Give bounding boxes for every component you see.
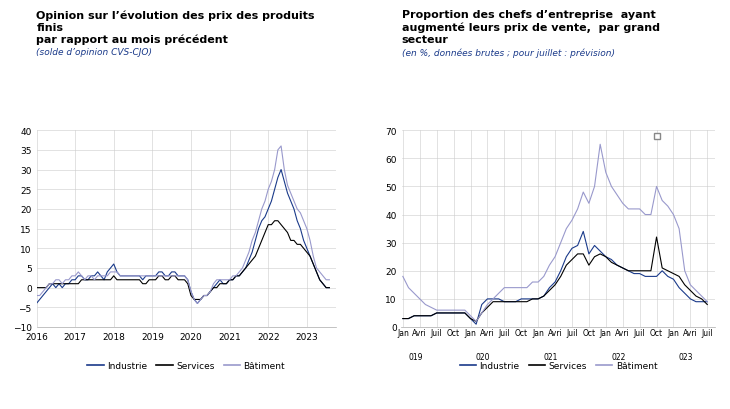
Text: (en %, données brutes ; pour juillet : prévision): (en %, données brutes ; pour juillet : p… [402,48,615,58]
Industrie [680,291,689,296]
Text: (solde d’opinion CVS-CJO): (solde d’opinion CVS-CJO) [36,48,153,57]
Services [283,231,292,236]
Services [274,219,283,224]
Industrie [703,299,712,304]
Industrie [267,199,276,204]
Industrie [517,297,526,301]
Bâtiment [455,308,464,313]
Industrie [247,250,256,255]
Line: Services: Services [403,238,707,321]
Industrie [455,311,464,316]
Industrie [280,180,288,184]
Services [455,311,464,316]
Industrie [579,229,588,234]
Services [680,283,689,288]
Services [264,222,272,227]
Text: secteur: secteur [402,35,448,45]
Text: 023: 023 [679,352,694,361]
Text: finis: finis [36,22,64,32]
Legend: Industrie, Services, Bâtiment: Industrie, Services, Bâtiment [84,357,288,373]
Bâtiment [697,294,706,299]
Industrie [277,168,285,173]
Industrie [399,316,407,321]
Industrie [32,301,41,306]
Services [325,285,334,290]
Services [472,319,480,324]
Industrie [697,299,706,304]
Line: Bâtiment: Bâtiment [403,145,707,321]
Services [32,285,41,290]
Bâtiment [399,274,407,279]
Bâtiment [703,299,712,304]
Line: Industrie: Industrie [36,170,329,303]
Bâtiment [193,301,201,306]
Text: par rapport au mois précédent: par rapport au mois précédent [36,35,228,45]
Bâtiment [264,187,272,192]
Services [251,254,260,259]
Services [432,311,441,316]
Bâtiment [325,278,334,283]
Industrie [264,207,272,212]
Bâtiment [270,168,279,173]
Industrie [472,322,480,327]
Bâtiment [267,180,276,184]
Services [399,316,407,321]
Bâtiment [283,183,292,188]
Legend: Industrie, Services, Bâtiment: Industrie, Services, Bâtiment [456,357,661,373]
Bâtiment [32,293,41,298]
Line: Bâtiment: Bâtiment [36,146,329,303]
Text: 021: 021 [544,352,558,361]
Bâtiment [277,144,285,149]
Bâtiment [596,142,604,147]
Industrie [206,290,215,294]
Industrie [477,302,486,307]
Line: Industrie: Industrie [403,232,707,324]
Bâtiment [251,231,260,236]
Services [697,297,706,301]
Industrie [432,311,441,316]
Services [209,285,218,290]
Services [267,222,276,227]
Bâtiment [209,281,218,286]
Text: 020: 020 [476,352,491,361]
Services [477,311,486,316]
Services [652,235,661,240]
Text: 019: 019 [408,352,423,361]
Bâtiment [517,285,526,290]
Services [190,297,199,302]
Line: Services: Services [36,221,329,300]
Bâtiment [477,311,486,316]
Services [517,299,526,304]
Industrie [325,285,334,290]
Text: augmenté leurs prix de vente,  par grand: augmenté leurs prix de vente, par grand [402,22,659,33]
Text: Proportion des chefs d’entreprise  ayant: Proportion des chefs d’entreprise ayant [402,10,656,20]
Bâtiment [472,319,480,324]
Services [703,302,712,307]
Text: 022: 022 [611,352,626,361]
Bâtiment [680,269,689,274]
Industrie [261,215,269,220]
Bâtiment [432,308,441,313]
Text: Opinion sur l’évolution des prix des produits: Opinion sur l’évolution des prix des pro… [36,10,315,21]
Services [270,219,279,224]
